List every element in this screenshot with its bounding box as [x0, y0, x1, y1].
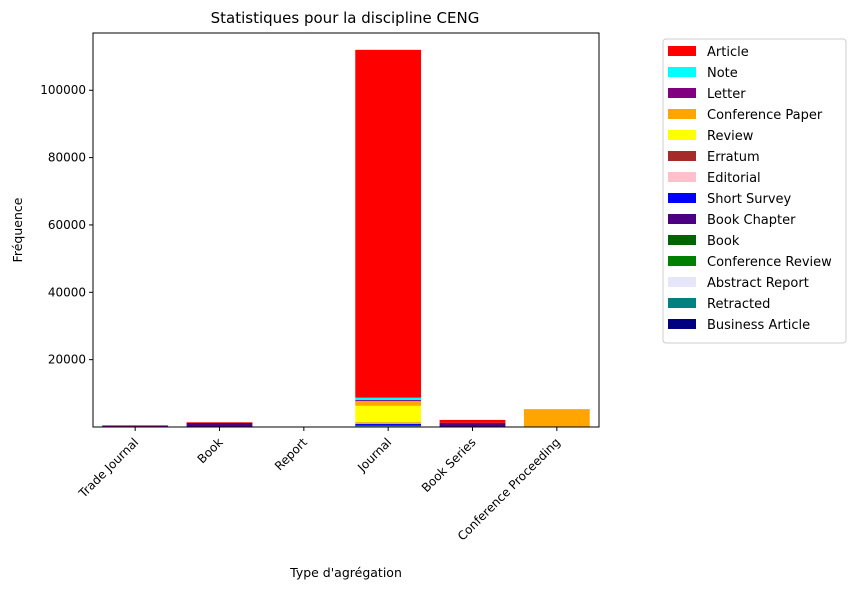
bar-segment-letter [102, 425, 169, 427]
legend-swatch [668, 319, 696, 329]
legend: Article Note Letter Conference Paper Review E… [662, 38, 847, 344]
legend-swatch [668, 298, 696, 308]
bar-segment-book-chapter [186, 422, 253, 427]
y-axis: 20000 40000 60000 80000 100000 [40, 83, 93, 367]
legend-swatch [668, 277, 696, 287]
plot-frame [92, 32, 600, 428]
y-tick-label: 20000 [48, 353, 86, 367]
legend-label: Short Survey [707, 192, 792, 207]
y-tick-label: 40000 [48, 285, 86, 299]
bar-segment-letter [355, 400, 422, 402]
bar-segment-book-chapter [439, 422, 506, 427]
bars-group [102, 49, 590, 428]
legend-swatch [668, 235, 696, 245]
y-axis-title: Fréquence [10, 197, 25, 262]
y-tick-label: 80000 [48, 151, 86, 165]
bar-segment-article [355, 49, 422, 398]
legend-label: Editorial [707, 171, 761, 186]
legend-swatch [668, 130, 696, 140]
bar-segment-erratum [439, 422, 506, 424]
legend-label: Letter [707, 87, 746, 102]
legend-label: Conference Paper [707, 108, 823, 123]
x-tick-label: Report [272, 435, 310, 473]
legend-label: Business Article [707, 318, 810, 333]
legend-label: Article [707, 45, 749, 60]
bar-segment-conference-paper [523, 409, 590, 427]
y-tick-label: 100000 [40, 83, 86, 97]
x-tick-label: Trade Journal [75, 435, 141, 501]
chart-title: Statistiques pour la discipline CENG [211, 9, 480, 27]
legend-swatch [668, 109, 696, 119]
legend-label: Retracted [707, 297, 770, 312]
legend-swatch [668, 193, 696, 203]
legend-swatch [668, 172, 696, 182]
bar-segment-article [439, 419, 506, 423]
bar-segment-conference-paper [355, 401, 422, 406]
legend-swatch [668, 214, 696, 224]
y-tick-label: 60000 [48, 218, 86, 232]
bar-segment-book-chapter [355, 424, 422, 426]
bar-segment-article [186, 422, 253, 423]
bar-segment-short-survey [355, 423, 422, 425]
legend-box [662, 38, 847, 344]
bar-segment-review [355, 405, 422, 423]
bar-segment-article [102, 425, 169, 426]
x-tick-label: Book Series [419, 435, 479, 495]
legend-label: Conference Review [707, 255, 832, 270]
legend-swatch [668, 88, 696, 98]
bar-segment-abstract-report [355, 425, 422, 427]
bar-segment-note [355, 397, 422, 401]
legend-label: Erratum [707, 150, 760, 165]
legend-label: Review [707, 129, 754, 144]
bar-segment-business-article [355, 425, 422, 427]
x-axis: Trade Journal Book Report Journal Book Serie… [75, 427, 563, 543]
x-axis-title: Type d'agrégation [289, 565, 402, 580]
legend-swatch [668, 256, 696, 266]
legend-label: Book Chapter [707, 213, 796, 228]
x-tick-label: Journal [354, 435, 394, 475]
legend-swatch [668, 67, 696, 77]
bar-segment-editorial [355, 423, 422, 424]
x-tick-label: Book [195, 435, 226, 466]
bar-segment-conference-review [355, 425, 422, 426]
legend-swatch [668, 46, 696, 56]
legend-label: Book [707, 234, 740, 249]
legend-label: Abstract Report [707, 276, 809, 291]
bar-segment-erratum [355, 422, 422, 424]
legend-label: Note [707, 66, 738, 81]
legend-swatch [668, 151, 696, 161]
